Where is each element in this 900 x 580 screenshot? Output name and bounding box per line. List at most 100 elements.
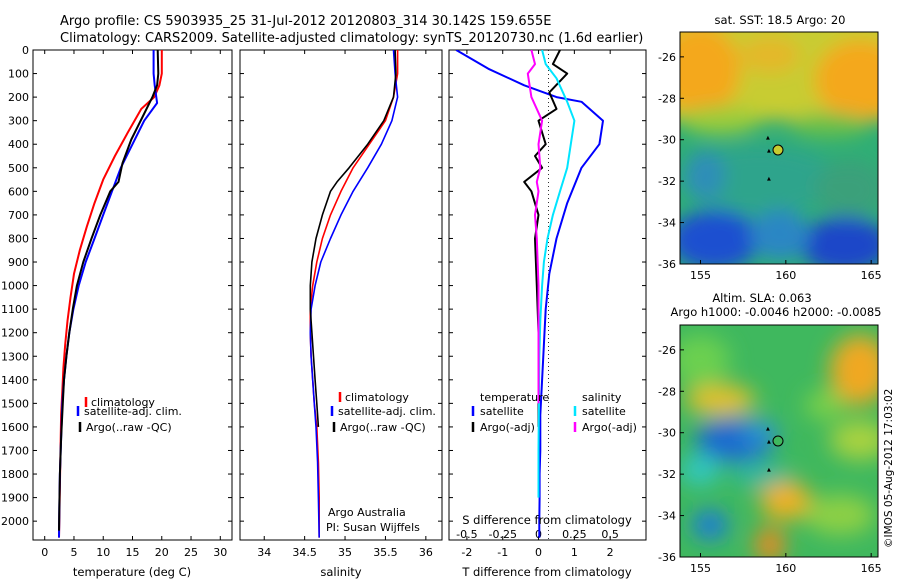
difference-depth-ticks — [449, 49, 646, 522]
lon-tick-label: 160 — [775, 562, 796, 575]
temperature-axis: 0 5 10 15 20 25 30 — [41, 50, 227, 559]
lon-tick-label: 160 — [775, 269, 796, 282]
depth-tick-label: 2000 — [1, 515, 29, 528]
x-tick-label: 0 — [535, 546, 542, 559]
depth-axis: 0 100 200 300 400 500 600 700 800 900 1000 1100 1200… — [1, 44, 232, 528]
difference-panel: -2 -1 0 1 2 -0.5 -0.25 0 0.25 0.5 T difference f… — [448, 49, 647, 579]
depth-tick-label: 700 — [8, 209, 29, 222]
depth-tick-label: 1500 — [1, 397, 29, 410]
series-line-satellite-adj-clim- — [309, 50, 399, 538]
lat-tick-label: -34 — [658, 217, 676, 230]
salinity-legend: climatology satellite-adj. clim. Argo(..… — [330, 391, 436, 434]
org-label: Argo Australia — [328, 506, 406, 519]
series-line-temperature-argo-adj- — [523, 50, 569, 427]
lat-tick-label: -34 — [658, 510, 676, 523]
lon-tick-label: 155 — [690, 562, 711, 575]
sst-field: ▲ ▲ ▲ — [680, 32, 878, 264]
legend-satellite: satellite-adj. clim. — [338, 405, 436, 418]
depth-tick-label: 1000 — [1, 280, 29, 293]
depth-tick-label: 1900 — [1, 492, 29, 505]
lat-tick-label: -26 — [658, 51, 676, 64]
x-tick-label: 36 — [419, 546, 433, 559]
track-point: ▲ — [767, 148, 771, 154]
legend-s-satellite: satellite — [582, 405, 626, 418]
temperature-legend: climatology satellite-adj. clim. Argo(..… — [76, 396, 182, 434]
lat-tick-label: -32 — [658, 175, 676, 188]
legend-climatology: climatology — [91, 396, 155, 409]
x-tick-label: 0 — [41, 546, 48, 559]
x-tick-label: 34 — [257, 546, 271, 559]
argo-position-marker — [772, 435, 784, 447]
depth-tick-label: 1200 — [1, 327, 29, 340]
temperature-panel: 0100200300400500600700800900100011001200… — [1, 44, 233, 579]
x-tick-label: 2 — [607, 546, 614, 559]
imos-watermark: ©IMOS 05-Aug-2012 17:03:02 — [883, 389, 895, 548]
depth-tick-label: 300 — [8, 115, 29, 128]
sst-map-frame — [679, 31, 879, 265]
lat-tick-label: -28 — [658, 92, 676, 105]
x-tick-label: 25 — [184, 546, 198, 559]
series-line-temperature-satellite — [455, 50, 604, 538]
depth-tick-label: 200 — [8, 91, 29, 104]
legend-salinity-title: salinity — [582, 391, 622, 404]
lon-tick-label: 155 — [690, 269, 711, 282]
pi-label: PI: Susan Wijffels — [326, 521, 420, 534]
salinity-axis: 34 34.5 35 35.5 36 — [257, 50, 433, 559]
depth-tick-label: 1300 — [1, 350, 29, 363]
salinity-panel: 34 34.5 35 35.5 36 salinity climatology sate… — [239, 49, 443, 579]
legend-t-argo: Argo(-adj) — [480, 421, 535, 434]
salinity-xlabel: salinity — [320, 565, 361, 579]
depth-tick-label: 500 — [8, 162, 29, 175]
sla-map-subtitle: Argo h1000: -0.0046 h2000: -0.0085 — [671, 305, 882, 319]
legend-s-argo: Argo(-adj) — [582, 421, 637, 434]
lat-tick-label: -30 — [658, 427, 676, 440]
legend-t-satellite: satellite — [480, 405, 524, 418]
sla-map-title: Altim. SLA: 0.063 — [712, 291, 811, 305]
series-line-salinity-argo-adj- — [526, 50, 544, 404]
x-tick-label: 1 — [571, 546, 578, 559]
t-difference-xlabel: T difference from climatology — [461, 565, 632, 579]
x-tick-label: 34.5 — [292, 546, 317, 559]
sla-map-frame — [679, 324, 879, 558]
salinity-depth-ticks — [240, 49, 442, 522]
depth-tick-label: 1600 — [1, 421, 29, 434]
sla-map-axes: 155 160 165 -26 -28 -30 -32 -34 -36 — [658, 344, 882, 575]
depth-tick-label: 1100 — [1, 303, 29, 316]
argo-position-marker — [772, 144, 784, 156]
x-tick-label: 35 — [338, 546, 352, 559]
legend-argo: Argo(..raw -QC) — [340, 421, 426, 434]
depth-tick-label: 600 — [8, 185, 29, 198]
lat-tick-label: -26 — [658, 344, 676, 357]
s-tick-label: 0.25 — [562, 528, 587, 541]
s-tick-label: -0.5 — [456, 528, 477, 541]
lat-tick-label: -36 — [658, 551, 676, 564]
salinity-axes-box — [239, 49, 443, 541]
x-tick-label: 30 — [213, 546, 227, 559]
legend-climatology: climatology — [345, 391, 409, 404]
salinity-series — [309, 50, 399, 538]
track-point: ▲ — [766, 426, 770, 432]
sst-map-title: sat. SST: 18.5 Argo: 20 — [715, 13, 846, 27]
series-line-argo-raw-qc- — [58, 50, 160, 531]
track-point: ▲ — [767, 176, 771, 182]
lon-tick-label: 165 — [861, 269, 882, 282]
s-difference-xlabel: S difference from climatology — [462, 513, 632, 527]
depth-tick-label: 1400 — [1, 374, 29, 387]
x-tick-label: 10 — [96, 546, 110, 559]
s-tick-label: -0.25 — [488, 528, 516, 541]
s-tick-label: 0.5 — [601, 528, 619, 541]
track-point: ▲ — [767, 467, 771, 473]
lat-tick-label: -30 — [658, 134, 676, 147]
track-point: ▲ — [766, 135, 770, 141]
depth-tick-label: 900 — [8, 256, 29, 269]
sla-field: ▲ ▲ ▲ — [680, 325, 878, 557]
legend-satellite: satellite-adj. clim. — [84, 405, 182, 418]
title-line-2: Climatology: CARS2009. Satellite-adjuste… — [60, 31, 643, 46]
temperature-xlabel: temperature (deg C) — [73, 565, 191, 579]
lat-tick-label: -28 — [658, 385, 676, 398]
sst-map-panel: sat. SST: 18.5 Argo: 20 ▲ ▲ ▲ — [658, 13, 882, 282]
difference-legend: temperature satellite Argo(-adj) salinit… — [471, 391, 637, 434]
track-point: ▲ — [767, 439, 771, 445]
depth-tick-label: 400 — [8, 138, 29, 151]
